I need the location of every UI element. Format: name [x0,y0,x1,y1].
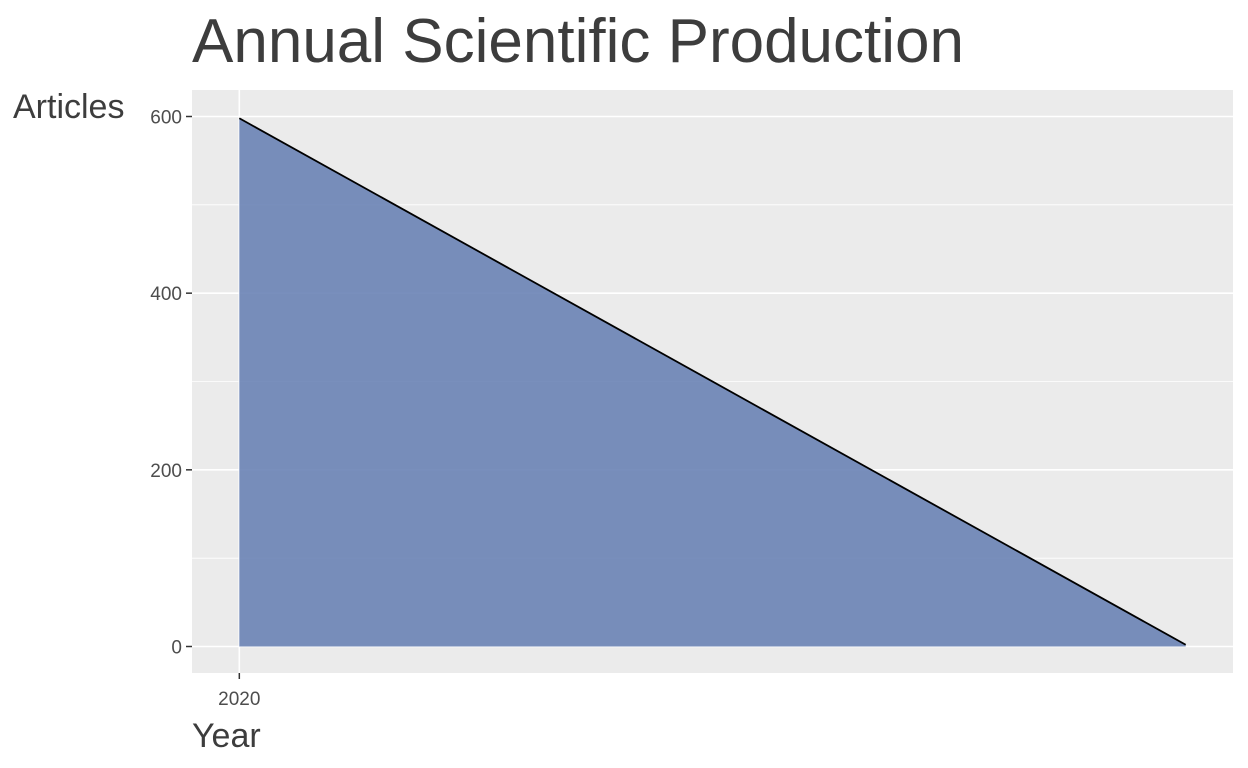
x-axis-title: Year [192,717,261,755]
y-axis-title: Articles [13,88,124,126]
x-axis: 2020 [218,673,260,710]
x-tick-label: 2020 [218,689,260,710]
chart-title: Annual Scientific Production [192,7,964,76]
series-line [238,117,1187,646]
y-tick-label: 0 [171,638,182,659]
y-axis: 0 200 400 600 [150,108,192,659]
y-tick-label: 200 [150,461,182,482]
y-tick-label: 400 [150,284,182,305]
y-tick-label: 600 [150,108,182,129]
